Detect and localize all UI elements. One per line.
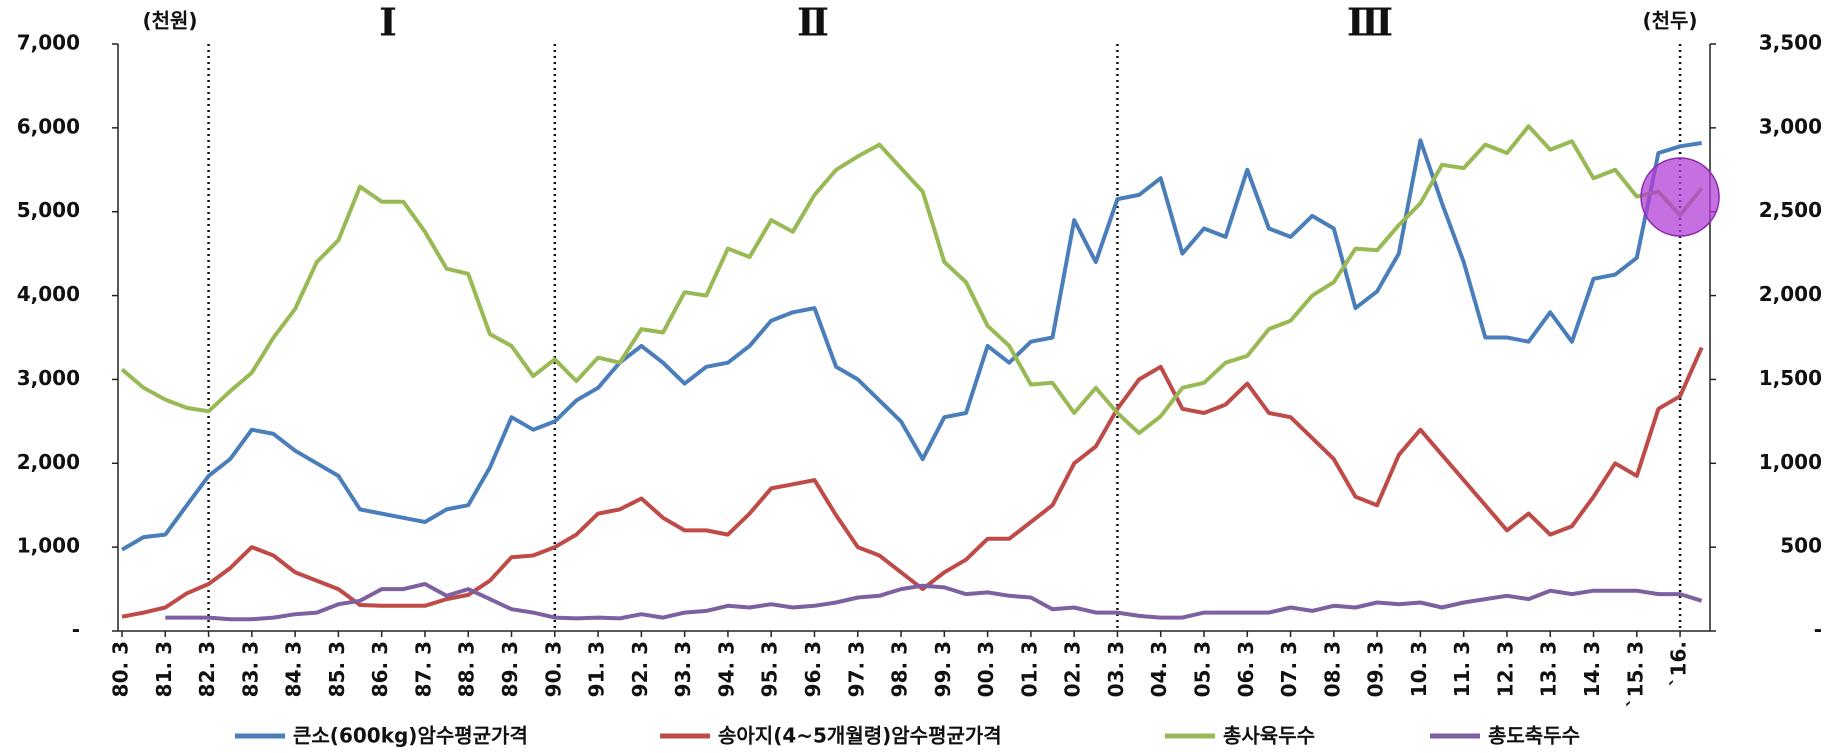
x-tick-label: 85. 3 — [325, 641, 349, 697]
y2-tick-label: 3,500 — [1759, 31, 1822, 55]
y-tick-label: 4,000 — [17, 282, 80, 306]
y2-tick-label: - — [1814, 618, 1822, 642]
y2-tick-label: 2,000 — [1759, 282, 1822, 306]
x-tick-label: 91. 3 — [585, 641, 609, 697]
y-tick-label: 2,000 — [17, 450, 80, 474]
y-tick-label: 3,000 — [17, 366, 80, 390]
y2-tick-label: 500 — [1780, 534, 1822, 558]
x-tick-label: 08. 3 — [1320, 641, 1344, 697]
x-tick-label: 00. 3 — [974, 641, 998, 697]
x-tick-label: 13. 3 — [1537, 641, 1561, 697]
x-tick-label: `15. 3 — [1623, 641, 1647, 707]
x-tick-label: 14. 3 — [1580, 641, 1604, 697]
series-line — [121, 346, 1704, 619]
x-tick-label: 07. 3 — [1277, 641, 1301, 697]
right-unit: (천두) — [1642, 9, 1697, 33]
x-tick-label: 04. 3 — [1147, 641, 1171, 697]
x-tick-label: 81. 3 — [152, 641, 176, 697]
x-tick-label: 11. 3 — [1450, 641, 1474, 697]
y2-tick-label: 2,500 — [1759, 198, 1822, 222]
x-tick-label: 84. 3 — [282, 641, 306, 697]
x-tick-label: 98. 3 — [888, 641, 912, 697]
x-tick-label: 93. 3 — [671, 641, 695, 697]
legend-label: 총사육두수 — [1223, 724, 1315, 748]
x-tick-label: 02. 3 — [1061, 641, 1085, 697]
period-label: Ⅲ — [1347, 0, 1393, 45]
series-line — [120, 138, 1703, 552]
highlight-circle — [1640, 157, 1720, 237]
series-line — [165, 582, 1703, 622]
legend-label: 총도축두수 — [1488, 724, 1580, 748]
x-tick-label: 96. 3 — [801, 641, 825, 697]
y2-tick-label: 1,500 — [1759, 366, 1822, 390]
y-tick-label: 7,000 — [17, 31, 80, 55]
period-label: Ⅱ — [797, 0, 829, 45]
x-tick-label: 87. 3 — [411, 641, 435, 697]
series-line — [120, 124, 1704, 436]
x-tick-label: 06. 3 — [1234, 641, 1258, 697]
x-tick-label: 90. 3 — [541, 641, 565, 697]
period-label: Ⅰ — [379, 0, 397, 45]
y2-tick-label: 3,000 — [1759, 114, 1822, 138]
x-tick-label: 89. 3 — [498, 641, 522, 697]
x-tick-label: 05. 3 — [1191, 641, 1215, 697]
y-tick-label: 6,000 — [17, 114, 80, 138]
x-tick-label: 82. 3 — [195, 641, 219, 697]
x-tick-label: 99. 3 — [931, 641, 955, 697]
y-tick-label: 5,000 — [17, 198, 80, 222]
y2-tick-label: 1,000 — [1759, 450, 1822, 474]
x-tick-label: 10. 3 — [1407, 641, 1431, 697]
x-tick-label: 86. 3 — [368, 641, 392, 697]
left-unit: (천원) — [142, 9, 197, 33]
x-tick-label: 95. 3 — [758, 641, 782, 697]
x-tick-label: 03. 3 — [1104, 641, 1128, 697]
x-tick-label: 94. 3 — [714, 641, 738, 697]
x-tick-label: 92. 3 — [628, 641, 652, 697]
x-tick-label: 01. 3 — [1017, 641, 1041, 697]
legend-label: 큰소(600kg)암수평균가격 — [293, 724, 528, 748]
x-tick-label: 80. 3 — [109, 641, 133, 697]
y-tick-label: - — [72, 618, 80, 642]
legend-label: 송아지(4~5개월령)암수평균가격 — [718, 724, 1002, 748]
x-tick-label: 83. 3 — [238, 641, 262, 697]
x-tick-label: 88. 3 — [455, 641, 479, 697]
x-tick-label: 09. 3 — [1364, 641, 1388, 697]
y-tick-label: 1,000 — [17, 534, 80, 558]
x-tick-label: `16. — [1667, 641, 1691, 686]
x-tick-label: 97. 3 — [844, 641, 868, 697]
x-tick-label: 12. 3 — [1493, 641, 1517, 697]
